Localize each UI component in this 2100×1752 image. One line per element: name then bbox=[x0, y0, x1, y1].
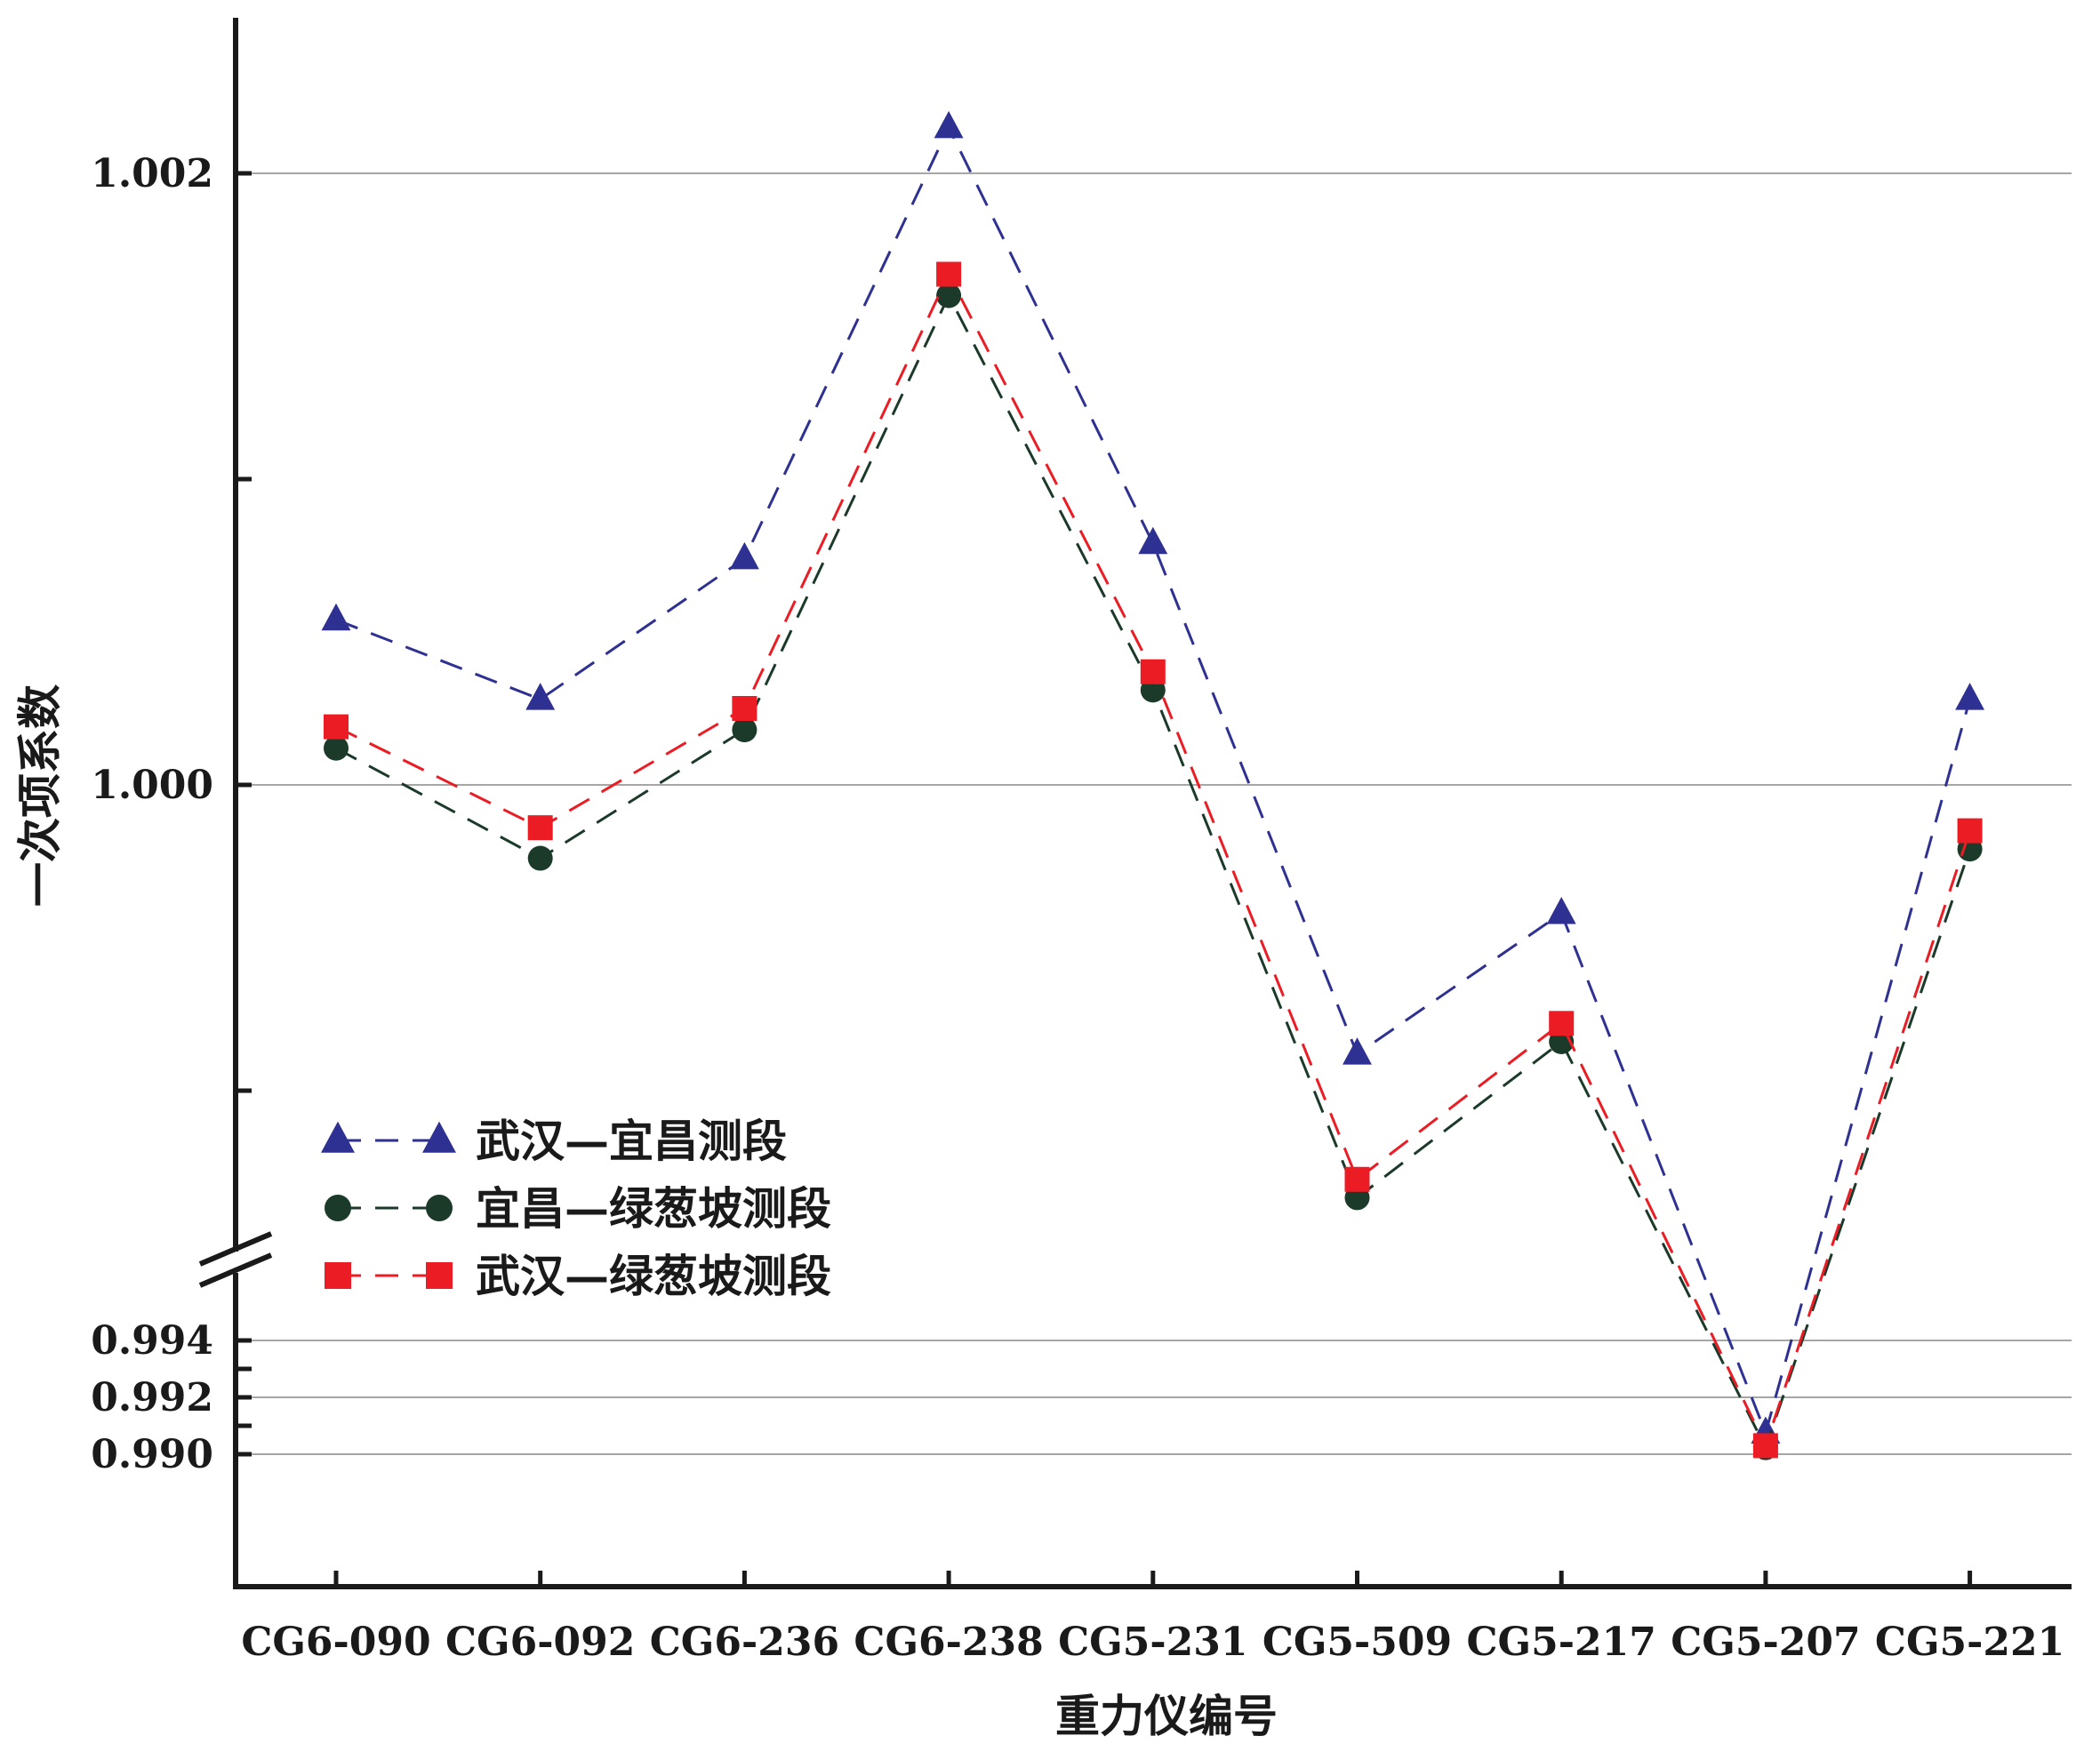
data-point bbox=[324, 735, 349, 761]
data-point bbox=[1344, 1166, 1370, 1192]
x-tick-label: CG6-090 bbox=[241, 1620, 430, 1665]
x-tick-label: CG5-221 bbox=[1875, 1620, 2064, 1665]
data-point bbox=[1955, 683, 1985, 710]
y-tick-label: 0.994 bbox=[91, 1318, 213, 1364]
x-axis-title: 重力仪编号 bbox=[1055, 1690, 1278, 1742]
x-tick-label: CG6-236 bbox=[650, 1620, 839, 1665]
data-point bbox=[732, 717, 757, 743]
legend-marker bbox=[426, 1195, 453, 1221]
y-tick-label: 1.000 bbox=[91, 763, 213, 808]
x-tick-label: CG5-509 bbox=[1262, 1620, 1452, 1665]
data-point bbox=[936, 283, 962, 308]
legend-label: 宜昌—绿葱坡测段 bbox=[476, 1182, 831, 1235]
x-tick-label: CG5-231 bbox=[1058, 1620, 1247, 1665]
x-tick-label: CG6-092 bbox=[445, 1620, 635, 1665]
x-tick-label: CG5-217 bbox=[1467, 1620, 1656, 1665]
legend-marker bbox=[325, 1262, 351, 1289]
data-point bbox=[1140, 659, 1166, 684]
y-axis-title: 一次项系数 bbox=[13, 684, 66, 907]
series-triangle bbox=[321, 110, 1985, 1444]
legend-marker bbox=[321, 1121, 355, 1153]
legend-entry: 武汉—绿葱坡测段 bbox=[325, 1250, 831, 1302]
data-point bbox=[936, 261, 962, 287]
axis-break-mark bbox=[198, 1231, 273, 1267]
data-point bbox=[527, 815, 553, 841]
data-point bbox=[527, 845, 553, 871]
legend-entry: 宜昌—绿葱坡测段 bbox=[325, 1182, 831, 1235]
grid-lines bbox=[236, 172, 2072, 1455]
x-tick-label: CG6-238 bbox=[854, 1620, 1043, 1665]
legend-marker bbox=[325, 1195, 351, 1221]
data-point bbox=[321, 603, 351, 631]
axis-break-mark bbox=[198, 1252, 273, 1288]
legend-marker bbox=[426, 1262, 453, 1289]
data-point bbox=[1549, 1011, 1575, 1036]
data-point bbox=[1343, 1037, 1372, 1065]
axes: 1.002 1.000 0.994 0.992 0.990 CG6-090 CG6-092 C… bbox=[91, 18, 2072, 1665]
data-point bbox=[934, 110, 964, 139]
data-point bbox=[1957, 818, 1983, 844]
series-square bbox=[324, 261, 1983, 1459]
legend-entry: 武汉—宜昌测段 bbox=[321, 1115, 787, 1167]
data-point bbox=[732, 696, 757, 721]
legend-label: 武汉—宜昌测段 bbox=[476, 1115, 787, 1167]
series-layer bbox=[321, 110, 1985, 1460]
data-point bbox=[1546, 896, 1576, 924]
y-tick-label: 0.990 bbox=[91, 1432, 213, 1477]
data-point bbox=[525, 683, 556, 710]
data-point bbox=[1752, 1433, 1778, 1459]
legend-label: 武汉—绿葱坡测段 bbox=[476, 1250, 831, 1302]
y-tick-label: 1.002 bbox=[91, 151, 213, 196]
x-tick-label: CG5-207 bbox=[1671, 1620, 1860, 1665]
legend-marker bbox=[422, 1121, 456, 1153]
y-tick-label: 0.992 bbox=[91, 1375, 213, 1420]
data-point bbox=[729, 541, 759, 570]
data-point bbox=[324, 714, 349, 740]
data-point bbox=[1138, 526, 1168, 555]
series-line bbox=[335, 124, 1972, 1437]
